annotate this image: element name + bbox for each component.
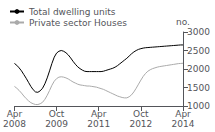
svg-text:2500: 2500: [187, 46, 210, 56]
svg-text:no.: no.: [176, 17, 190, 27]
svg-text:Apr: Apr: [175, 109, 191, 119]
svg-text:2011: 2011: [87, 119, 110, 129]
svg-text:2012: 2012: [129, 119, 152, 129]
svg-text:Total dwelling units: Total dwelling units: [28, 7, 116, 17]
svg-text:Oct: Oct: [49, 109, 65, 119]
svg-text:2000: 2000: [187, 64, 210, 74]
svg-text:3000: 3000: [187, 27, 210, 37]
svg-text:Apr: Apr: [7, 109, 23, 119]
svg-text:2009: 2009: [45, 119, 68, 129]
svg-text:1500: 1500: [187, 83, 210, 93]
svg-text:Oct: Oct: [133, 109, 149, 119]
svg-text:Private sector Houses: Private sector Houses: [29, 18, 127, 28]
svg-text:1000: 1000: [187, 101, 210, 111]
svg-text:Apr: Apr: [91, 109, 107, 119]
svg-text:2014: 2014: [172, 119, 195, 129]
svg-text:2008: 2008: [3, 119, 26, 129]
